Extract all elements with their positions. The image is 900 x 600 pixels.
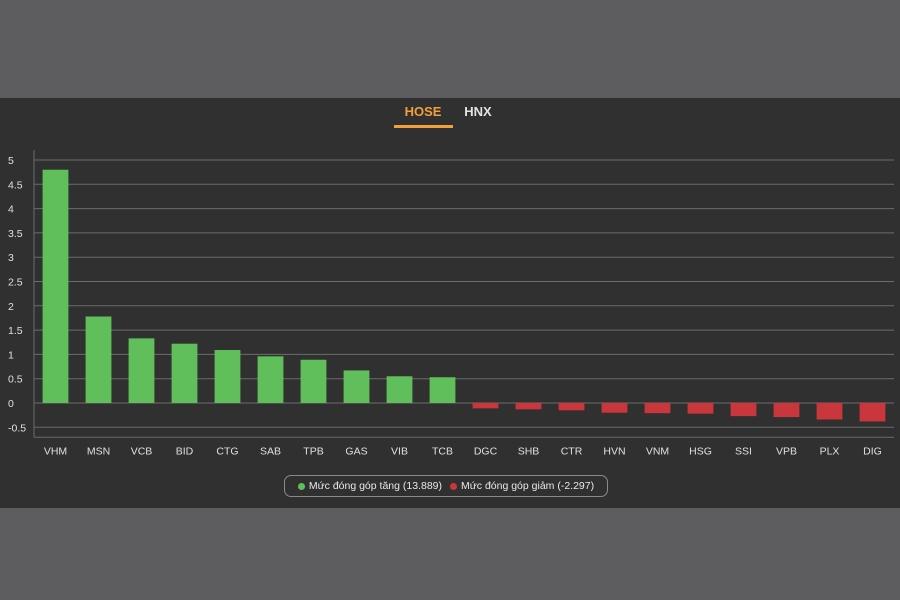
chart-panel: HOSE HNX 5 4.5 4 3.5 3 2.5 2 1.5 1 0.5 0 -0.5 VHM MS… [0, 98, 900, 508]
bar-plx[interactable] [816, 403, 843, 420]
bar-bid[interactable] [171, 343, 198, 403]
bar-msn[interactable] [85, 316, 112, 403]
y-tick-label: 5 [8, 155, 14, 167]
bar-tcb[interactable] [429, 377, 456, 403]
x-tick-label: BID [176, 445, 194, 457]
bar-shb[interactable] [515, 403, 542, 410]
active-tab-indicator [394, 125, 453, 128]
y-tick-label: 2 [8, 301, 14, 313]
bar-ctg[interactable] [214, 350, 241, 403]
bar-vib[interactable] [386, 376, 413, 403]
contribution-bar-chart: 5 4.5 4 3.5 3 2.5 2 1.5 1 0.5 0 -0.5 VHM MSN VCB BID CT… [8, 150, 894, 457]
x-tick-label: HSG [689, 445, 712, 457]
tab-hnx[interactable]: HNX [464, 104, 492, 119]
x-tick-label: SAB [260, 445, 281, 457]
x-tick-label: SSI [735, 445, 752, 457]
bar-vcb[interactable] [128, 338, 155, 403]
x-tick-label: VHM [44, 445, 67, 457]
x-tick-label: VPB [776, 445, 797, 457]
bar-vpb[interactable] [773, 403, 800, 418]
x-tick-label: DGC [474, 445, 498, 457]
x-tick-label: MSN [87, 445, 110, 457]
x-tick-label: SHB [518, 445, 540, 457]
x-tick-label: CTR [561, 445, 583, 457]
negative-dot-icon [450, 482, 457, 490]
x-tick-label: TCB [432, 445, 453, 457]
x-tick-label: TPB [303, 445, 323, 457]
x-tick-label: PLX [820, 445, 840, 457]
x-tick-label: HVN [603, 445, 625, 457]
exchange-tabs: HOSE HNX [0, 98, 900, 130]
bar-hsg[interactable] [687, 403, 714, 414]
x-tick-label: VIB [391, 445, 408, 457]
bar-ctr[interactable] [558, 403, 585, 411]
positive-dot-icon [297, 482, 305, 490]
bar-tpb[interactable] [300, 359, 327, 403]
tab-hose[interactable]: HOSE [404, 104, 442, 119]
y-tick-label: 4.5 [8, 179, 23, 191]
x-tick-label: GAS [345, 445, 367, 457]
x-tick-label: CTG [216, 445, 238, 457]
bar-dig[interactable] [859, 403, 886, 422]
y-tick-label: 2.5 [8, 277, 23, 289]
y-tick-label: 4 [8, 204, 14, 216]
chart-legend: Mức đóng góp tăng (13.889) Mức đóng góp … [284, 475, 608, 497]
x-tick-label: VNM [646, 445, 669, 457]
y-tick-label: 3.5 [8, 228, 23, 240]
bar-vnm[interactable] [644, 403, 671, 414]
y-tick-label: 0.5 [8, 374, 23, 386]
x-tick-label: DIG [863, 445, 882, 457]
y-tick-label: 0 [8, 398, 14, 410]
bar-hvn[interactable] [601, 403, 628, 413]
bar-dgc[interactable] [472, 403, 499, 409]
y-tick-label: 1 [8, 349, 14, 361]
legend-item-positive[interactable]: Mức đóng góp tăng (13.889) [297, 480, 442, 492]
bar-sab[interactable] [257, 356, 284, 403]
legend-label-negative: Mức đóng góp giảm (-2.297) [461, 480, 595, 492]
x-tick-label: VCB [131, 445, 153, 457]
legend-label-positive: Mức đóng góp tăng (13.889) [308, 480, 442, 492]
bar-vhm[interactable] [42, 169, 69, 403]
bar-ssi[interactable] [730, 403, 757, 417]
legend-item-negative[interactable]: Mức đóng góp giảm (-2.297) [450, 480, 594, 492]
bar-gas[interactable] [343, 370, 370, 403]
y-tick-label: 3 [8, 252, 14, 264]
y-tick-label: 1.5 [8, 325, 23, 337]
y-tick-label: -0.5 [8, 422, 26, 434]
